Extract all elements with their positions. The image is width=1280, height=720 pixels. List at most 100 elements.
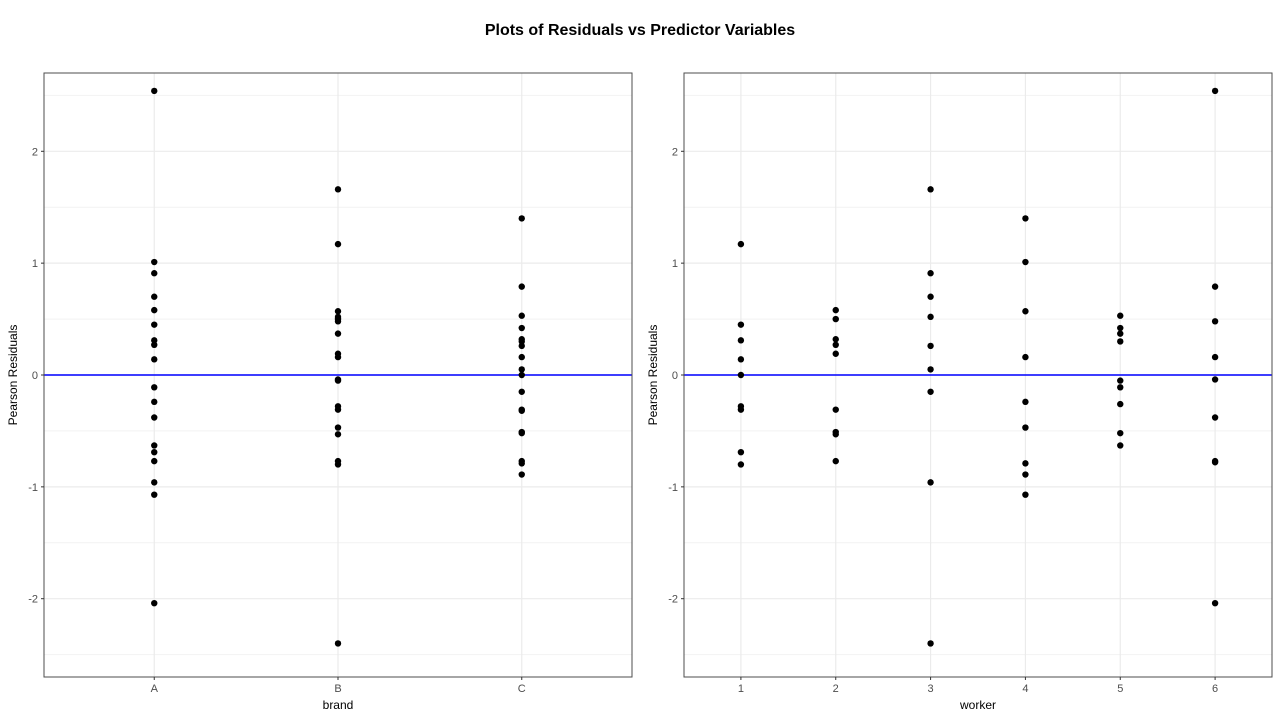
x-tick-label: 3	[928, 683, 934, 695]
residual-point	[832, 431, 839, 438]
residual-point	[151, 491, 158, 498]
residual-point	[334, 186, 342, 193]
residual-point	[832, 406, 839, 413]
residual-point	[1022, 491, 1029, 498]
residual-point	[832, 306, 839, 314]
residual-point	[334, 640, 342, 647]
residual-point	[518, 353, 525, 361]
residual-point	[1117, 338, 1124, 345]
y-tick-label: 2	[32, 146, 38, 158]
residual-point	[334, 240, 342, 248]
residual-point	[518, 388, 525, 395]
residual-point	[151, 321, 158, 328]
y-tick-label: 1	[32, 258, 38, 270]
figure-title: Plots of Residuals vs Predictor Variable…	[484, 22, 796, 39]
residual-point	[334, 318, 342, 325]
residual-point	[334, 353, 342, 361]
residual-point	[518, 324, 525, 332]
residual-point	[1022, 215, 1029, 222]
residual-point	[334, 461, 342, 468]
worker-residual-panel: -2 -1 0 1 2 1 2 3 4 5 6 worker Pearson Residuals	[646, 72, 1273, 712]
residual-point	[151, 398, 158, 406]
residual-point	[151, 306, 158, 314]
residual-point	[518, 338, 525, 345]
residual-point	[151, 457, 158, 465]
residual-point	[737, 337, 745, 344]
y-axis-title: Pearson Residuals	[6, 325, 20, 426]
residual-point	[1117, 324, 1124, 332]
residual-point	[1117, 330, 1124, 337]
y-tick-label: -1	[668, 482, 678, 494]
residual-point	[1211, 318, 1219, 325]
residual-point	[151, 414, 158, 421]
residual-point	[1211, 414, 1219, 421]
residual-point	[518, 471, 525, 478]
residual-point	[518, 429, 525, 437]
residual-point	[518, 342, 525, 350]
residual-point	[1211, 599, 1219, 607]
residual-point	[151, 341, 158, 348]
residual-point	[518, 312, 525, 319]
x-axis-title: worker	[959, 698, 996, 712]
residual-point	[1211, 283, 1219, 290]
residual-point	[927, 640, 934, 647]
x-tick-label: 5	[1117, 683, 1123, 695]
residual-point	[1211, 353, 1219, 361]
y-tick-label: 1	[672, 258, 678, 270]
x-axis-title: brand	[323, 698, 354, 712]
residual-point	[151, 442, 158, 449]
residual-point	[1022, 353, 1029, 361]
residual-point	[737, 371, 745, 379]
residual-point	[832, 336, 839, 343]
residual-point	[334, 377, 342, 384]
residual-point	[334, 424, 342, 431]
y-tick-label: -2	[668, 594, 678, 606]
residual-point	[151, 356, 158, 363]
x-tick-label: 1	[738, 683, 744, 695]
residual-point	[1022, 424, 1029, 431]
residual-point	[1117, 312, 1124, 319]
residual-point	[927, 270, 934, 277]
residual-point	[927, 186, 934, 193]
residual-point	[832, 341, 839, 348]
residual-point	[927, 388, 934, 395]
x-tick-label: C	[518, 683, 526, 695]
residual-point	[151, 479, 158, 486]
residual-point	[927, 293, 934, 300]
residual-point	[151, 293, 158, 300]
residual-point	[737, 321, 745, 328]
residual-point	[518, 460, 525, 467]
residual-point	[1022, 308, 1029, 315]
residual-point	[1117, 384, 1124, 391]
residual-point	[1117, 400, 1124, 408]
residual-point	[1022, 398, 1029, 406]
residual-point	[334, 330, 342, 337]
residual-point	[1211, 459, 1219, 466]
residual-point	[151, 337, 158, 344]
residual-point	[1211, 87, 1219, 95]
residual-point	[927, 366, 934, 373]
y-axis-title: Pearson Residuals	[646, 325, 660, 426]
residual-point	[151, 87, 158, 95]
residual-point	[518, 371, 525, 379]
residual-point	[1117, 377, 1124, 384]
residual-point	[737, 406, 745, 413]
x-tick-label: A	[151, 683, 159, 695]
residual-point	[334, 431, 342, 438]
residual-point	[832, 315, 839, 323]
residual-point	[1117, 429, 1124, 437]
residual-point	[151, 599, 158, 607]
residual-point	[151, 448, 158, 456]
y-tick-label: -2	[28, 594, 38, 606]
y-tick-label: 0	[32, 370, 38, 382]
x-tick-label: B	[334, 683, 341, 695]
residual-point	[927, 479, 934, 486]
residual-point	[1022, 258, 1029, 266]
residual-point	[518, 366, 525, 373]
residual-point	[151, 258, 158, 266]
residual-point	[334, 308, 342, 315]
residual-point	[518, 215, 525, 222]
residual-point	[1117, 442, 1124, 449]
